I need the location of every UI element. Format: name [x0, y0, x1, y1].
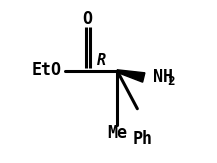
Text: NH: NH	[153, 68, 173, 87]
Text: R: R	[97, 53, 106, 68]
Text: EtO: EtO	[32, 61, 62, 79]
Text: Me: Me	[107, 124, 127, 142]
Polygon shape	[117, 70, 145, 82]
Text: 2: 2	[167, 75, 174, 88]
Text: Ph: Ph	[132, 130, 152, 148]
Text: O: O	[83, 10, 93, 28]
